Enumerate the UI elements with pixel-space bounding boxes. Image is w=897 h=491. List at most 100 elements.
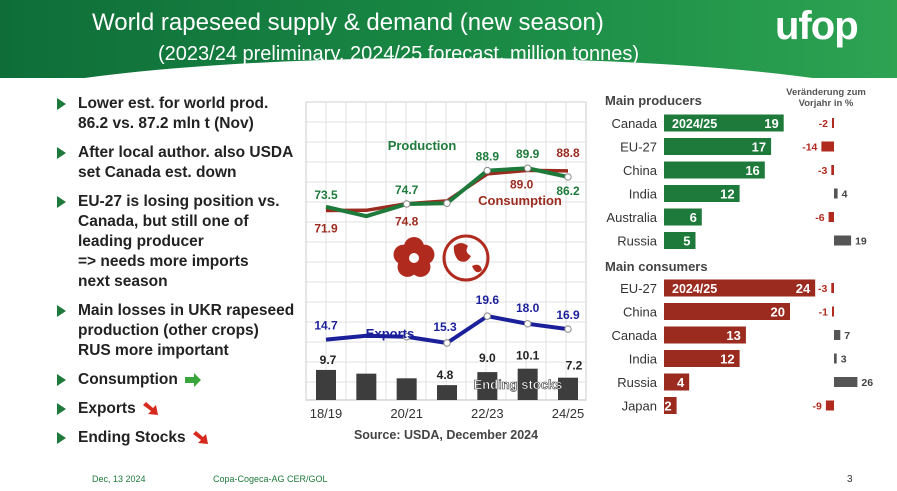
bullet-item: Main losses in UKR rapeseed production (… (56, 301, 316, 361)
exports-point (402, 333, 411, 341)
source-note: Source: USDA, December 2024 (354, 428, 538, 442)
change-value-label: -3 (818, 165, 827, 177)
bullet-item: Lower est. for world prod. 86.2 vs. 87.2… (56, 94, 316, 134)
page-number: 3 (847, 474, 853, 485)
ending-stocks-bar (396, 378, 417, 400)
slide-subtitle: (2023/24 preliminary, 2024/25 forecast, … (158, 43, 639, 65)
change-bar (834, 188, 838, 199)
bar-value-label: 16 (745, 163, 759, 178)
data-label: 86.2 (556, 184, 580, 198)
change-bar (834, 235, 852, 246)
exports-point (564, 325, 572, 333)
data-label: 9.0 (479, 351, 496, 365)
bullet-triangle-icon (57, 432, 66, 444)
value-bar (664, 185, 740, 202)
series-name-label: Production (388, 138, 457, 153)
category-label: Russia (617, 375, 658, 390)
value-bar (664, 279, 816, 297)
bullet-item: After local author. also USDA set Canada… (56, 143, 316, 183)
change-bar (825, 400, 834, 411)
header-banner: World rapeseed supply & demand (new seas… (0, 0, 897, 78)
ending-stocks-bar (316, 369, 336, 400)
exports-point (523, 320, 532, 328)
bullet-item: Ending Stocks (56, 428, 316, 448)
bar-value-label: 4 (677, 375, 685, 390)
bullet-triangle-icon (57, 305, 66, 317)
category-label: China (623, 305, 658, 320)
value-bar (664, 232, 696, 249)
category-label: China (623, 163, 658, 178)
change-bar (828, 212, 834, 222)
bullet-text: Exports (78, 400, 136, 417)
value-bar (664, 350, 740, 367)
data-label: 73.5 (314, 188, 338, 202)
category-label: India (629, 352, 658, 367)
bullet-triangle-icon (57, 196, 66, 208)
production-point (402, 200, 411, 208)
change-bar (834, 377, 858, 387)
bullet-text: EU-27 is losing position vs. Canada, but… (78, 193, 280, 290)
x-tick-label: 22/23 (471, 406, 504, 421)
data-label: 4.8 (437, 368, 454, 382)
change-bar (831, 283, 834, 293)
season-label: 2024/25 (672, 282, 717, 296)
ending-stocks-bar (558, 377, 578, 400)
data-label: 9.7 (320, 353, 337, 367)
bar-value-label: 17 (752, 140, 766, 155)
bar-value-label: 2 (664, 399, 671, 414)
series-name-label: Exports (366, 326, 414, 341)
data-label: 19.6 (476, 293, 500, 307)
category-label: Russia (617, 234, 658, 249)
value-bar (664, 138, 772, 155)
ufop-logo: ufop (775, 4, 859, 48)
bullet-text: Lower est. for world prod. 86.2 vs. 87.2… (78, 95, 269, 132)
bar-value-label: 6 (690, 210, 697, 225)
footer-organization: Copa-Cogeca-AG CER/GOL (213, 474, 328, 484)
bar-chart-title: Main producers (605, 93, 702, 108)
change-bar (831, 165, 834, 175)
value-bar (664, 303, 790, 320)
bar-value-label: 12 (720, 187, 734, 202)
ending-stocks-bar (477, 372, 498, 400)
data-label: 18.0 (516, 301, 540, 315)
change-header-line: Veränderung zum (786, 87, 866, 98)
category-label: EU-27 (620, 281, 657, 296)
x-tick-label: 24/25 (552, 406, 585, 421)
bullet-triangle-icon (57, 403, 66, 415)
trend-down-arrow-icon (142, 401, 158, 415)
data-label: 7.2 (566, 359, 583, 373)
change-value-label: -9 (813, 401, 822, 413)
bar-value-label: 20 (771, 305, 785, 320)
bar-value-label: 19 (764, 116, 778, 131)
ending-stocks-bar (517, 368, 538, 400)
data-label: 15.3 (433, 320, 457, 334)
change-bar (832, 306, 834, 317)
change-value-label: 19 (855, 236, 867, 248)
exports-point (483, 312, 492, 320)
data-label: 88.8 (556, 146, 580, 160)
value-bar (664, 114, 784, 132)
change-value-label: -3 (818, 283, 827, 295)
globe-icon (442, 234, 490, 282)
data-label: 89.0 (510, 177, 534, 191)
supply-demand-line-chart: 73.5 74.7 88.9 89.9 86.2 71.9 74.8 89.0 88.8 14.7… (305, 101, 587, 442)
value-bar (664, 397, 677, 414)
data-label: 74.7 (395, 183, 419, 197)
x-tick-label: 20/21 (390, 406, 423, 421)
bar-value-label: 12 (720, 352, 734, 367)
data-label: 14.7 (314, 319, 338, 333)
data-label: 88.9 (476, 150, 500, 164)
category-label: EU-27 (620, 140, 657, 155)
bullet-text: Main losses in UKR rapeseed production (… (78, 302, 295, 359)
bullet-text: After local author. also USDA set Canada… (78, 144, 294, 181)
production-point (483, 166, 492, 175)
bar-value-label: 5 (683, 234, 690, 249)
change-value-label: -6 (815, 212, 824, 224)
value-bar (664, 373, 690, 391)
bullet-item: Consumption (56, 370, 316, 390)
bullet-item: EU-27 is losing position vs. Canada, but… (56, 192, 316, 292)
data-label: 71.9 (314, 222, 338, 236)
bar-value-label: 13 (726, 328, 740, 343)
bullet-triangle-icon (57, 98, 66, 110)
